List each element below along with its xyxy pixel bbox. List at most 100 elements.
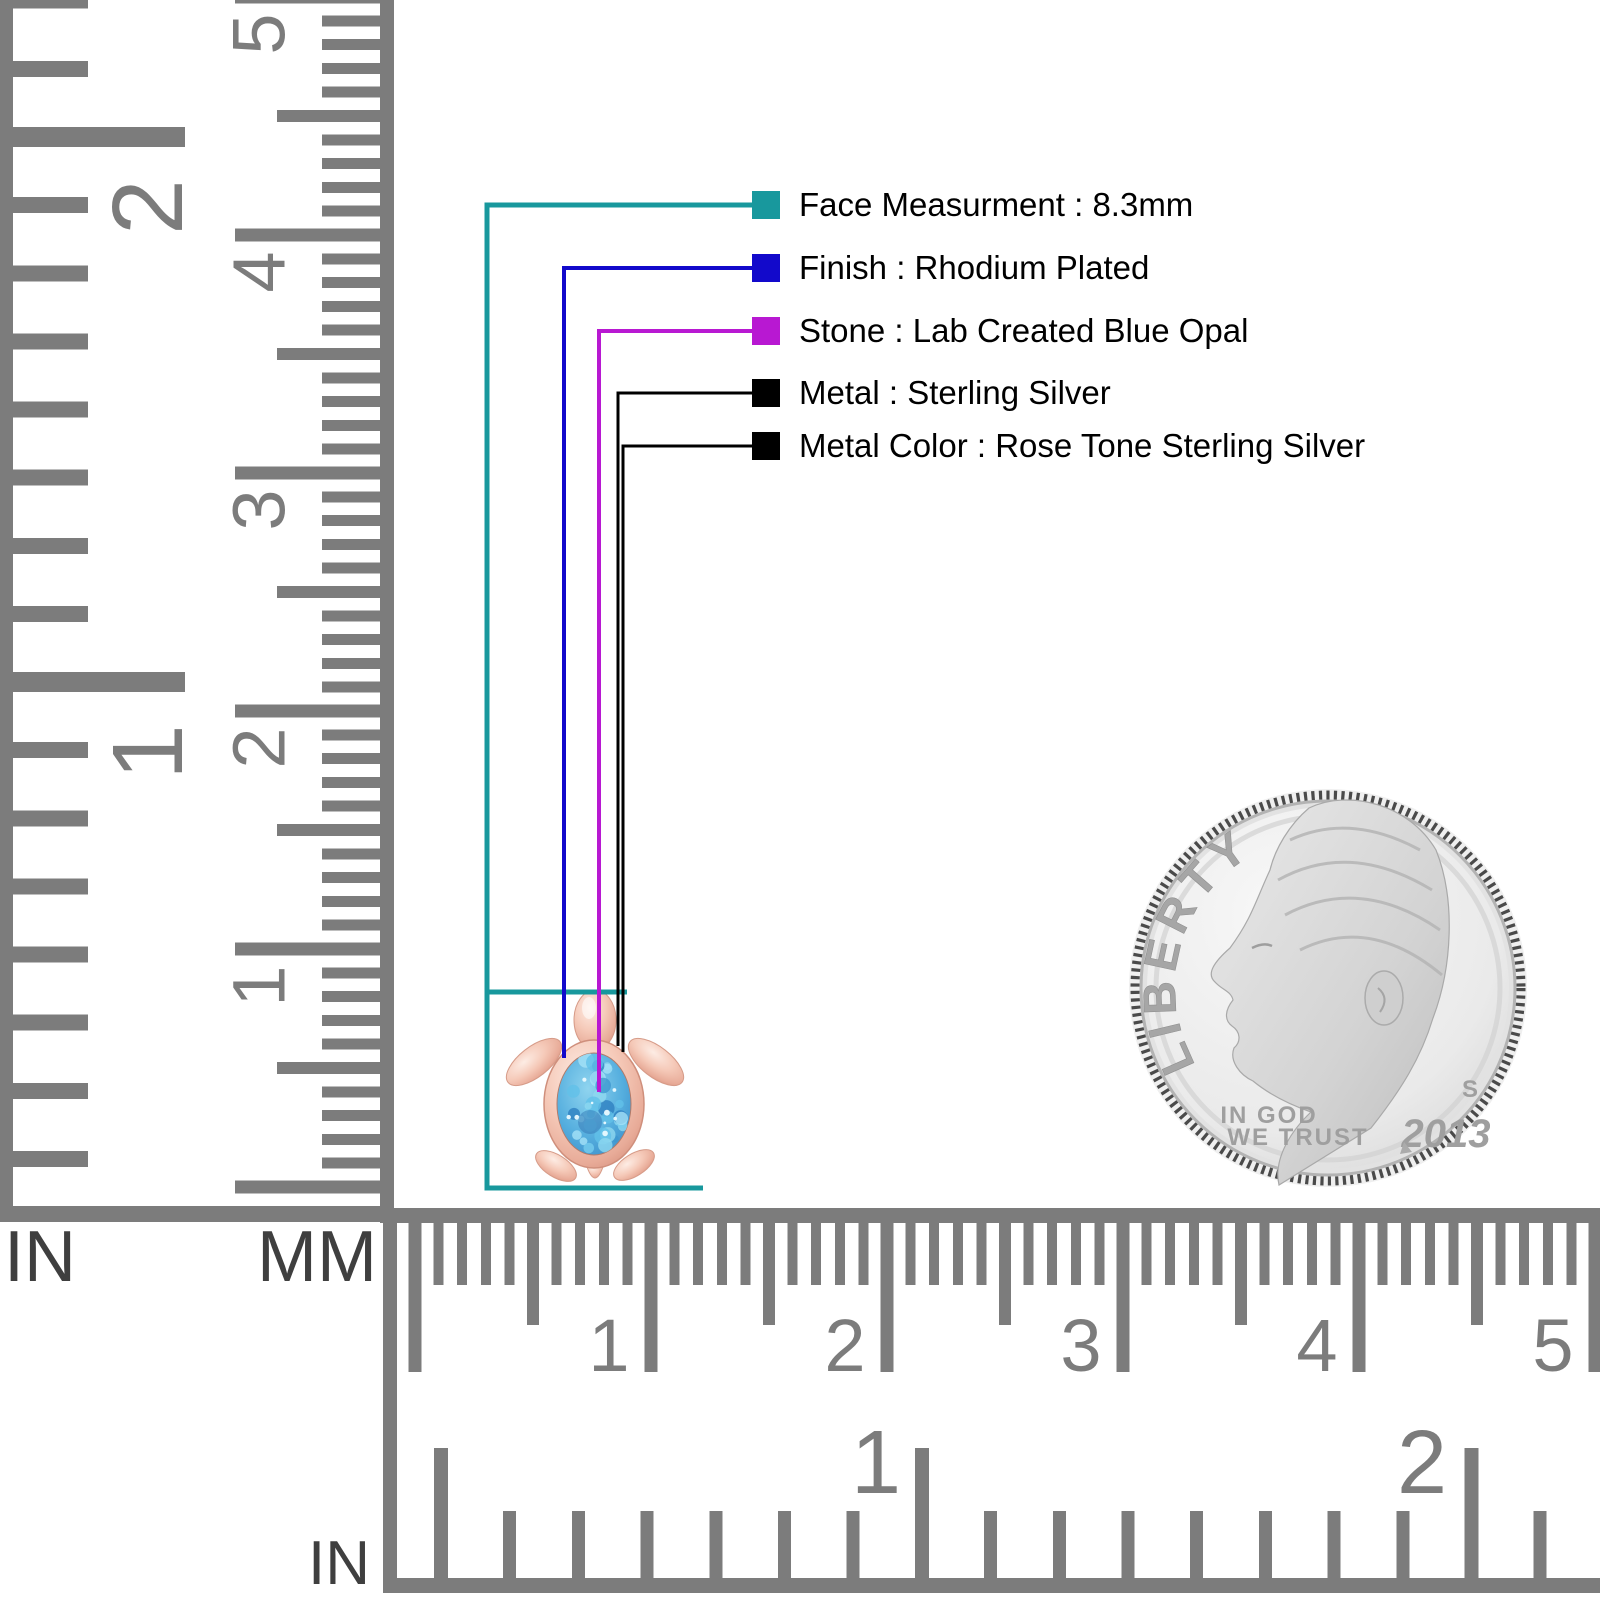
mm-tick [322,610,380,622]
opal-sparkle [590,1101,594,1105]
inch-tick [503,1511,517,1578]
callout-lines [484,191,780,1191]
inch-tick [13,0,88,9]
mm-tick [1141,1223,1152,1285]
mm-tick [322,753,380,765]
opal-dark-patch [578,1110,602,1134]
mm-tick [277,348,380,360]
bottom-mm-number: 2 [824,1304,865,1387]
mm-tick [322,657,380,669]
mm-tick [322,562,380,574]
mm-tick [322,15,380,27]
opal-speckle [598,1138,613,1153]
opal-sparkle [566,1114,571,1120]
mm-tick [527,1223,539,1325]
mm-tick [1165,1223,1176,1285]
inch-tick [13,197,88,214]
coin-designer-initials-mark [1400,1142,1412,1154]
opal-sparkle [604,1109,610,1116]
inch-tick [13,810,88,827]
inch-tick [13,946,88,963]
left-ruler-mm-number: 2 [218,727,301,768]
opal-sparkle [612,1088,617,1092]
mm-tick [322,872,380,884]
mm-tick [408,1223,422,1372]
mm-tick [322,538,380,550]
opal-speckle [614,1111,629,1125]
callout-label-face-measurement: Face Measurment : 8.3mm [799,186,1194,223]
measurement-bracket-line [484,989,627,995]
mm-tick [1306,1223,1317,1285]
turtle-earring [505,989,685,1182]
mm-tick [999,1223,1011,1325]
opal-sparkle [574,1114,580,1120]
inch-tick [1396,1511,1410,1578]
callout-color-swatch [752,191,780,219]
left-ruler-right-bar [380,0,394,1222]
mm-tick [575,1223,586,1285]
inch-tick [13,333,88,350]
left-ruler-mm-number: 5 [218,13,301,54]
opal-sparkle [613,1116,617,1121]
inch-tick [1327,1511,1341,1578]
mm-tick [1116,1223,1130,1372]
mm-tick [322,253,380,265]
mm-tick [277,586,380,598]
mm-tick [1235,1223,1247,1325]
inch-tick [709,1511,723,1578]
inch-tick [846,1511,860,1578]
callout-leader-horizontal [597,329,752,333]
coin-hair-lines [1277,826,1443,977]
coin-motto-line2: WE TRUST [1227,1124,1368,1151]
hair-line [1299,935,1443,977]
mm-tick [322,396,380,408]
inch-tick [13,265,88,282]
inch-tick [1533,1511,1547,1578]
bottom-mm-number: 1 [588,1304,629,1387]
mm-tick [1542,1223,1553,1285]
bottom-inch-left-bar [383,1215,397,1593]
inch-tick [13,60,88,77]
mm-tick [322,967,380,979]
mm-tick [322,181,380,193]
mm-tick [322,634,380,646]
mm-tick [277,110,380,122]
mm-tick [322,1038,380,1050]
callout-color-swatch [752,432,780,460]
inch-tick [1052,1511,1066,1578]
mm-tick [693,1223,704,1285]
left-ruler-unit-in: IN [4,1217,76,1297]
mm-tick [322,515,380,527]
mm-tick [787,1223,798,1285]
mm-tick [1094,1223,1105,1285]
opal-speckle [583,1118,597,1132]
mm-tick [277,1062,380,1074]
mm-tick [905,1223,916,1285]
left-ruler-bottom-bar [0,1206,394,1222]
mm-tick [763,1223,775,1325]
bottom-mm-number: 3 [1060,1304,1101,1387]
turtle-flipper-lower-right [613,1149,655,1181]
hair-line [1284,896,1441,932]
mm-tick [858,1223,869,1285]
callout-leader-horizontal [562,266,752,270]
mm-tick [322,776,380,788]
mm-tick [322,800,380,812]
mm-tick [598,1223,609,1285]
callout-leader-vertical [597,329,601,1092]
measurement-bracket-line [484,1185,703,1191]
bottom-mm-number: 5 [1532,1304,1573,1387]
mm-tick [622,1223,633,1285]
coin-eye [1251,943,1273,950]
inch-tick [13,878,88,895]
bottom-inch-bottom-bar [383,1578,1600,1593]
opal-speckle [615,1099,624,1109]
mm-tick [322,277,380,289]
opal-sparkle [602,1130,608,1137]
left-vertical-ruler [0,0,394,1222]
mm-tick [504,1223,515,1285]
mm-tick [322,991,380,1003]
mm-tick [322,419,380,431]
mm-tick [880,1223,894,1372]
